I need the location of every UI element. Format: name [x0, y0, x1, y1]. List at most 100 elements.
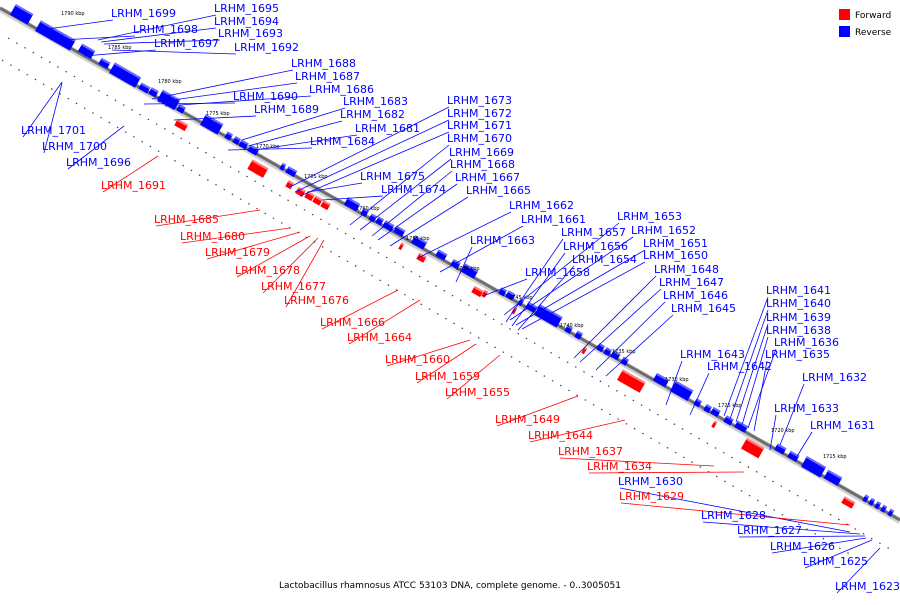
reverse-label-22: LRHM_1667 — [455, 171, 520, 184]
forward-label-4: LRHM_1678 — [235, 264, 300, 277]
forward-label-11: LRHM_1655 — [445, 386, 510, 399]
reverse-gene-34 — [596, 343, 605, 353]
reverse-leader-line — [307, 182, 363, 193]
tick-label: 1765 kbp — [304, 174, 328, 180]
reverse-gene-highlight — [437, 249, 448, 257]
reverse-gene-body — [343, 197, 361, 212]
reverse-leader-line — [359, 158, 452, 231]
reverse-gene-highlight — [464, 263, 479, 273]
reverse-gene-body — [393, 225, 406, 237]
reverse-leader-line — [349, 144, 450, 226]
outer-track-lower — [1, 59, 861, 561]
forward-gene-highlight — [251, 159, 269, 171]
reverse-leader-line — [573, 275, 657, 359]
reverse-leader-line — [521, 261, 646, 330]
reverse-gene-highlight — [889, 508, 895, 513]
tick-label: 1775 kbp — [206, 111, 230, 117]
reverse-gene-highlight — [161, 89, 181, 102]
forward-label-2: LRHM_1680 — [180, 230, 245, 243]
reverse-gene-16 — [290, 169, 298, 178]
reverse-leader-line — [836, 547, 881, 594]
reverse-gene-highlight — [452, 259, 461, 265]
reverse-label-28: LRHM_1663 — [470, 234, 535, 247]
reverse-label-35: LRHM_1654 — [572, 253, 637, 266]
reverse-label-45: LRHM_1636 — [774, 336, 839, 349]
reverse-label-12: LRHM_1683 — [343, 95, 408, 108]
forward-gene-4 — [304, 191, 315, 202]
forward-gene-7 — [398, 242, 405, 251]
reverse-leader-line — [43, 82, 63, 154]
tick-label: 1760 kbp — [356, 206, 380, 212]
reverse-gene-highlight — [864, 494, 870, 499]
reverse-leader-line — [157, 82, 298, 103]
reverse-gene-highlight — [705, 404, 712, 409]
forward-gene-highlight — [322, 200, 331, 206]
reverse-gene-highlight — [347, 197, 361, 206]
reverse-label-1: LRHM_1694 — [214, 15, 279, 28]
forward-gene-6 — [320, 200, 331, 211]
reverse-leader-line — [723, 296, 769, 417]
tick-label: 1725 kbp — [718, 403, 742, 409]
reverse-label-13: LRHM_1682 — [340, 108, 405, 121]
forward-gene-0 — [174, 118, 189, 132]
reverse-gene-0 — [10, 4, 34, 25]
reverse-label-55: LRHM_1630 — [618, 475, 683, 488]
reverse-gene-50 — [868, 497, 876, 506]
reverse-label-36: LRHM_1658 — [525, 266, 590, 279]
reverse-gene-highlight — [14, 4, 34, 16]
tick-label: 1720 kbp — [771, 428, 795, 434]
forward-label-5: LRHM_1677 — [261, 280, 326, 293]
reverse-gene-highlight — [656, 372, 670, 382]
reverse-label-41: LRHM_1641 — [766, 284, 831, 297]
forward-gene-body — [841, 496, 856, 509]
reverse-label-37: LRHM_1648 — [654, 263, 719, 276]
forward-label-6: LRHM_1676 — [284, 294, 349, 307]
reverse-gene-highlight — [150, 87, 159, 93]
forward-leader-line — [155, 209, 261, 227]
reverse-label-8: LRHM_1687 — [295, 70, 360, 83]
reverse-label-9: LRHM_1686 — [309, 83, 374, 96]
forward-gene-highlight — [176, 118, 189, 127]
reverse-leader-line — [59, 35, 136, 41]
reverse-gene-15 — [285, 166, 294, 176]
reverse-gene-body — [787, 450, 800, 462]
tick-label: 1790 kbp — [61, 11, 85, 17]
reverse-gene-body — [410, 235, 428, 250]
reverse-leader-line — [702, 521, 861, 535]
reverse-gene-6 — [148, 87, 159, 98]
reverse-leader-line — [482, 278, 528, 297]
reverse-gene-highlight — [576, 330, 583, 336]
label-leaders — [22, 14, 881, 594]
reverse-gene-body — [435, 249, 448, 261]
reverse-leader-line — [321, 195, 384, 201]
reverse-gene-38 — [652, 372, 670, 388]
reverse-gene-39 — [670, 380, 694, 401]
forward-gene-body — [741, 438, 765, 459]
reverse-gene-highlight — [140, 82, 151, 90]
reverse-leader-line — [299, 131, 450, 197]
reverse-leader-line — [509, 236, 634, 321]
reverse-gene-49 — [862, 494, 870, 503]
reverse-leader-line — [771, 537, 867, 554]
forward-label-0: LRHM_1691 — [101, 179, 166, 192]
reverse-label-39: LRHM_1646 — [663, 289, 728, 302]
forward-leader-line — [496, 395, 579, 427]
forward-label-14: LRHM_1637 — [558, 445, 623, 458]
reverse-gene-body — [10, 4, 34, 25]
reverse-gene-45 — [774, 443, 787, 455]
tick-label: 1735 kbp — [612, 349, 636, 355]
reverse-gene-body — [670, 380, 694, 401]
reverse-label-6: LRHM_1697 — [154, 37, 219, 50]
forward-leader-line — [348, 299, 421, 345]
tick-label: 1715 kbp — [823, 454, 847, 460]
reverse-leader-line — [741, 336, 769, 426]
reverse-gene-body — [98, 57, 111, 69]
reverse-gene-highlight — [870, 497, 876, 502]
reverse-gene-highlight — [240, 139, 249, 146]
forward-leader-line — [181, 227, 291, 244]
reverse-label-40: LRHM_1645 — [671, 302, 736, 315]
reverse-leader-line — [83, 49, 157, 57]
reverse-label-53: LRHM_1700 — [42, 140, 107, 153]
reverse-leader-line — [294, 119, 450, 193]
